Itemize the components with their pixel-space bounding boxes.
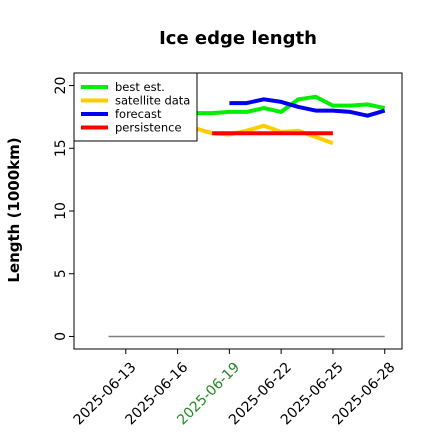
y-tick-label: 20 [53, 77, 69, 95]
chart-title: Ice edge length [159, 28, 317, 49]
series-line-forecast [229, 97, 386, 118]
chart-marks [108, 94, 386, 338]
y-tick-label: 10 [53, 202, 69, 220]
legend-box [73, 72, 198, 142]
y-axis-label: Length (1000km) [5, 137, 23, 282]
y-tick-label: 5 [53, 269, 69, 278]
legend-entry: forecast [115, 107, 162, 121]
legend-entry: satellite data [115, 94, 190, 108]
y-tick-label: 0 [53, 332, 69, 341]
y-tick-label: 15 [53, 139, 69, 157]
legend: best est.satellite dataforecastpersisten… [73, 72, 198, 142]
legend-entry: persistence [115, 121, 182, 135]
legend-entry: best est. [115, 80, 165, 94]
